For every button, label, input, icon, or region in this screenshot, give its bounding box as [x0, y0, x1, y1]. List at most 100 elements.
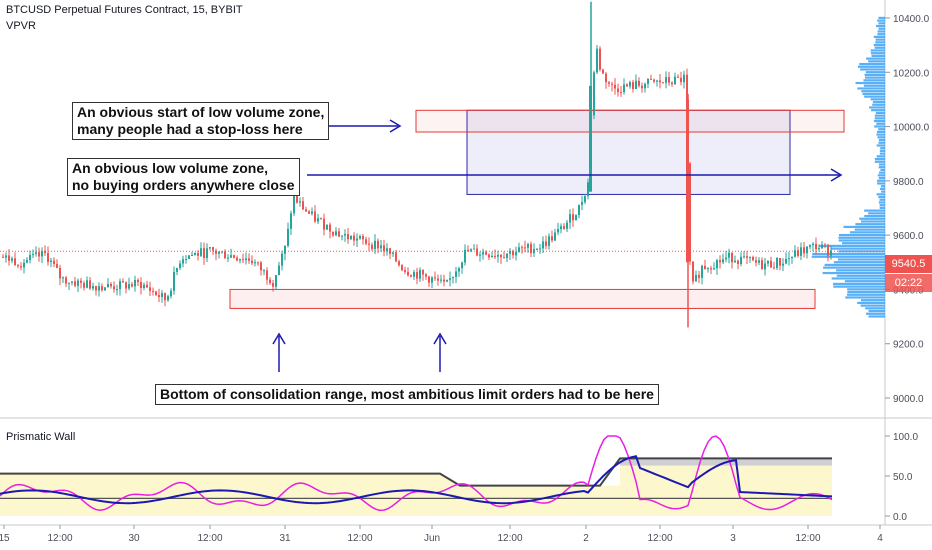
candle-body: [140, 282, 142, 288]
candle-body: [539, 248, 541, 250]
candle-body: [716, 260, 718, 269]
candle-body: [278, 265, 280, 276]
candle-body: [335, 231, 337, 236]
volume-profile-bar: [876, 193, 885, 196]
candle-body: [488, 254, 490, 258]
volume-profile-bar: [864, 95, 885, 98]
volume-profile-bar: [844, 280, 885, 283]
candle-body: [326, 224, 328, 230]
candle-body: [809, 245, 811, 247]
volume-profile-bar: [877, 30, 885, 33]
candle-body: [743, 256, 745, 258]
volume-profile-bar: [878, 176, 885, 180]
annotation-consolidation: Bottom of consolidation range, most ambi…: [155, 384, 659, 405]
chart-title: BTCUSD Perpetual Futures Contract, 15, B…: [6, 4, 243, 16]
y-tick-label: 9600.0: [893, 231, 924, 242]
candle-body: [734, 260, 736, 263]
volume-profile-bar: [876, 155, 885, 158]
candle-body: [89, 280, 91, 289]
candle-body: [299, 201, 301, 203]
y-tick-label: 10400.0: [893, 14, 930, 25]
candle-body: [509, 250, 511, 254]
candle-body: [665, 77, 667, 83]
volume-profile-bar: [865, 307, 885, 310]
volume-profile-bar: [854, 228, 885, 231]
candle-body: [695, 274, 697, 282]
volume-profile-bar: [845, 296, 885, 299]
candle-body: [689, 163, 691, 262]
candle-body: [305, 209, 307, 212]
volume-profile-bar: [868, 60, 885, 63]
candle-body: [602, 69, 604, 74]
candle-body: [134, 279, 136, 287]
stop-loss-arrowhead: [389, 119, 402, 133]
candle-body: [755, 260, 757, 263]
candle-body: [260, 262, 262, 271]
candle-body: [482, 252, 484, 255]
candle-body: [746, 256, 748, 258]
annotation-line: many people had a stop-loss here: [77, 121, 303, 137]
candle-body: [785, 258, 787, 264]
candle-body: [152, 291, 154, 293]
candle-body: [320, 218, 322, 220]
candle-body: [554, 232, 556, 241]
candle-body: [542, 241, 544, 249]
volume-profile-bar: [860, 220, 885, 223]
volume-profile-bar: [819, 244, 885, 247]
candle-body: [479, 254, 481, 256]
candle-body: [293, 196, 295, 214]
volume-profile-bar: [862, 92, 885, 95]
candle-body: [443, 279, 445, 282]
volume-profile-bar: [877, 136, 885, 139]
candle-body: [35, 252, 37, 254]
candle-body: [167, 296, 169, 301]
candle-body: [449, 278, 451, 280]
candle-body: [425, 274, 427, 277]
candle-body: [407, 271, 409, 276]
volume-profile-bar: [833, 285, 885, 288]
volume-profile-bar: [879, 204, 885, 207]
consolidation-arrowhead-right: [433, 332, 447, 345]
y-tick-label: 9800.0: [893, 177, 924, 188]
x-tick-label: 3: [730, 533, 736, 544]
candle-body: [296, 196, 298, 203]
volume-profile-bar: [872, 103, 885, 106]
candle-body: [263, 270, 265, 272]
candle-body: [395, 252, 397, 262]
candle-body: [29, 255, 31, 261]
candle-body: [521, 247, 523, 249]
candle-body: [731, 252, 733, 263]
candle-body: [458, 268, 460, 272]
candle-body: [416, 272, 418, 279]
volume-profile-bar: [870, 52, 885, 55]
candle-body: [419, 270, 421, 279]
volume-profile-bar: [873, 43, 885, 47]
candle-body: [761, 260, 763, 270]
indicator-tick-label: 0.0: [893, 512, 907, 523]
candle-body: [314, 211, 316, 222]
candle-body: [56, 264, 58, 268]
candle-body: [737, 260, 739, 265]
volume-profile-bar: [878, 171, 885, 174]
candle-body: [578, 204, 580, 216]
candle-body: [95, 286, 97, 291]
candle-body: [518, 247, 520, 253]
volume-profile-bar: [860, 299, 885, 302]
candle-body: [692, 261, 694, 282]
candle-body: [8, 255, 10, 261]
candle-body: [77, 280, 79, 286]
candle-body: [467, 249, 469, 252]
candle-body: [551, 236, 553, 241]
candle-body: [764, 263, 766, 270]
volume-profile-bar: [823, 266, 885, 269]
volume-profile-bar: [847, 290, 885, 294]
candle-body: [491, 255, 493, 258]
candle-body: [353, 235, 355, 241]
prismatic-wall-line: [0, 457, 832, 487]
candle-body: [422, 270, 424, 275]
candles: [2, 1, 832, 328]
candle-body: [110, 283, 112, 287]
candle-body: [815, 243, 817, 250]
volume-profile-bar: [831, 277, 885, 280]
